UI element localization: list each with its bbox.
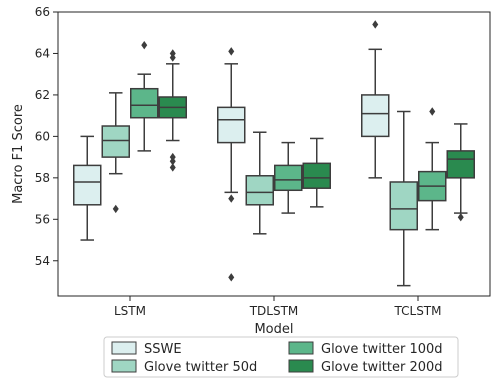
y-tick-label: 58: [35, 171, 50, 185]
legend-label: SSWE: [144, 342, 182, 357]
x-axis-title: Model: [254, 322, 293, 337]
box-body: [245, 175, 274, 206]
y-tick-label: 60: [35, 129, 50, 143]
box-glove-twitter-50d: [245, 131, 274, 235]
legend-label: Glove twitter 100d: [321, 342, 443, 357]
legend-swatch: [288, 341, 314, 355]
box-glove-twitter-100d: [130, 40, 159, 152]
outlier-marker: [141, 40, 148, 50]
box-body: [302, 162, 331, 189]
box-glove-twitter-200d: [158, 49, 187, 172]
box-glove-twitter-100d: [274, 141, 303, 214]
box-sswe: [217, 47, 246, 282]
outlier-marker: [372, 20, 379, 29]
x-axis: LSTM TDLSTM TCLSTM: [114, 296, 442, 318]
legend-label: Glove twitter 50d: [144, 360, 257, 375]
outlier-marker: [228, 47, 235, 56]
box-glove-twitter-200d: [446, 123, 475, 222]
y-tick-label: 64: [35, 46, 50, 60]
x-tick-label: LSTM: [114, 304, 146, 318]
box-glove-twitter-50d: [101, 92, 130, 214]
y-tick-label: 56: [35, 212, 50, 226]
legend-swatch: [288, 359, 314, 373]
y-tick-label: 62: [35, 88, 50, 102]
box-body: [274, 164, 303, 192]
legend-swatch: [111, 341, 137, 355]
box-glove-twitter-50d: [389, 110, 418, 287]
outlier-marker: [429, 107, 436, 116]
y-axis-title: Macro F1 Score: [11, 104, 26, 204]
box-body: [217, 106, 246, 144]
legend: SSWE Glove twitter 50d Glove twitter 100d G…: [103, 336, 459, 378]
outlier-marker: [169, 53, 176, 62]
box-body: [73, 164, 102, 206]
legend-label: Glove twitter 200d: [321, 360, 443, 375]
box-glove-twitter-100d: [418, 107, 447, 231]
x-tick-label: TCLSTM: [394, 304, 442, 318]
box-sswe: [361, 20, 390, 179]
y-tick-label: 66: [35, 5, 50, 19]
box-glove-twitter-200d: [302, 137, 331, 208]
box-body: [389, 181, 418, 231]
box-series-group: [73, 20, 475, 287]
box-body: [130, 87, 159, 119]
y-axis: 54 56 58 60 62 64 66: [35, 5, 58, 268]
outlier-marker: [112, 204, 119, 214]
box-sswe: [73, 135, 102, 241]
box-body: [361, 94, 390, 138]
x-tick-label: TDLSTM: [249, 304, 299, 318]
outlier-marker: [228, 273, 235, 282]
outlier-marker: [457, 213, 464, 222]
outlier-marker: [228, 194, 235, 203]
y-tick-label: 54: [35, 254, 50, 268]
legend-box: [103, 336, 459, 378]
outlier-marker: [169, 163, 176, 172]
box-body: [101, 125, 130, 158]
legend-swatch: [111, 359, 137, 373]
box-body: [446, 150, 475, 179]
outlier-marker: [169, 157, 176, 166]
